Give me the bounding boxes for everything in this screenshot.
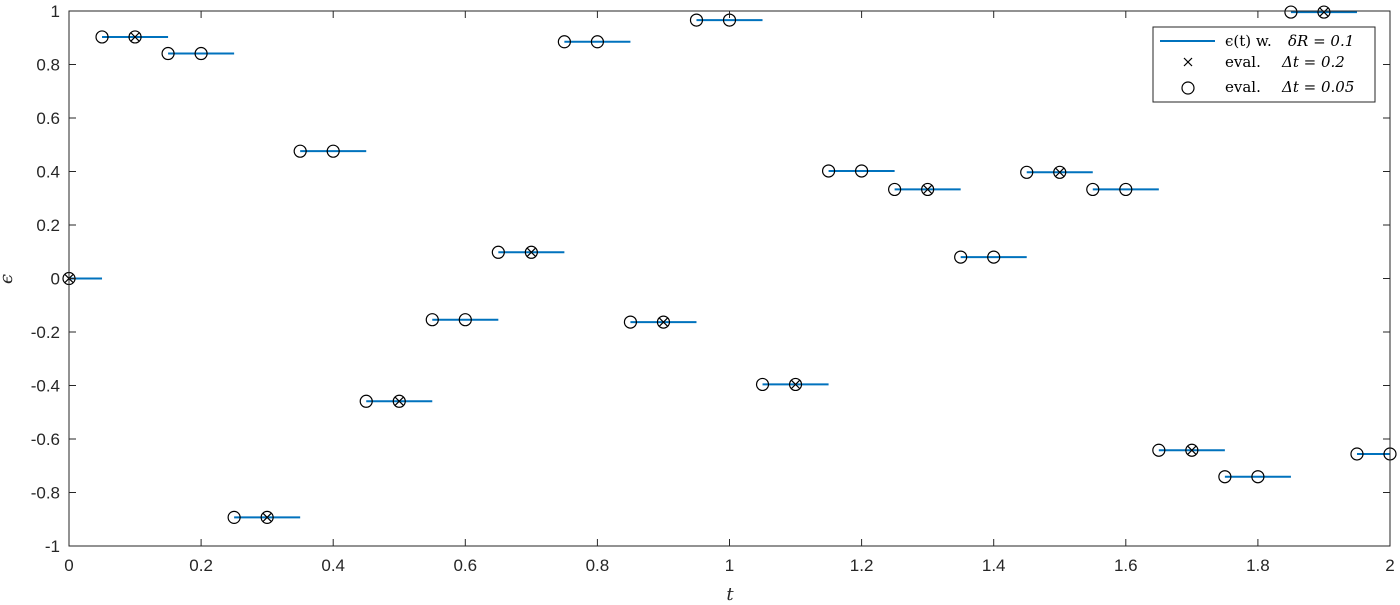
x-tick-label: 0 xyxy=(64,556,73,575)
circle-marker xyxy=(656,315,671,329)
circle-marker xyxy=(392,394,406,408)
legend-entry-2-math: Δt = 0.2 xyxy=(1281,53,1345,71)
x-marker xyxy=(526,247,536,257)
x-marker xyxy=(658,317,669,327)
circle-marker xyxy=(293,144,307,158)
circle-marker xyxy=(458,313,472,327)
y-tick-label: -0.2 xyxy=(31,323,60,342)
legend-x-marker-icon xyxy=(1183,57,1193,67)
legend-entry-2-text: eval. xyxy=(1225,53,1261,71)
x-tick-label: 2 xyxy=(1385,556,1394,575)
circle-marker xyxy=(425,313,439,327)
y-tick-label: 0.4 xyxy=(36,163,60,182)
circle-marker xyxy=(326,144,340,158)
y-tick-label: 0.6 xyxy=(36,109,60,128)
circle-marker xyxy=(95,30,109,44)
y-tick-label: 0.8 xyxy=(36,56,60,75)
y-tick-label: -1 xyxy=(45,537,60,556)
x-tick-label: 1.6 xyxy=(1114,556,1138,575)
y-tick-label: -0.8 xyxy=(31,484,60,503)
legend-circle-marker-icon xyxy=(1181,81,1195,95)
circle-marker xyxy=(1185,443,1199,457)
circle-marker xyxy=(128,30,142,44)
y-axis-ticks: 1 0.8 0.6 0.4 0.2 0 -0.2 -0.4 -0.6 -0.8 -1 xyxy=(31,2,1390,556)
y-tick-label: -0.6 xyxy=(31,430,60,449)
y-tick-label: 1 xyxy=(51,2,60,21)
x-axis-label: t xyxy=(726,584,734,605)
x-marker xyxy=(1187,445,1197,455)
circle-marker xyxy=(1086,182,1100,197)
x-tick-label: 0.4 xyxy=(321,556,345,575)
circle-marker xyxy=(557,35,571,49)
circle-marker xyxy=(1020,165,1034,179)
circle-marker xyxy=(854,164,869,178)
x-marker xyxy=(394,396,404,406)
legend-entry-3-text: eval. xyxy=(1225,78,1261,96)
x-marker xyxy=(1055,167,1065,177)
x-axis-ticks: 0 0.2 0.4 0.6 0.8 1 1.2 1.4 1.6 1.8 2 xyxy=(64,11,1395,575)
circle-marker xyxy=(260,510,274,524)
circle-marker xyxy=(921,182,935,197)
circle-marker xyxy=(1251,470,1265,484)
x-tick-label: 1.8 xyxy=(1246,556,1270,575)
circle-marker xyxy=(954,250,968,264)
y-axis-label: ϵ xyxy=(0,274,17,284)
circle-marker xyxy=(821,164,836,178)
circle-marker xyxy=(227,510,241,524)
circle-marker xyxy=(1218,470,1232,484)
circle-marker xyxy=(194,46,208,61)
circle-marker xyxy=(623,315,638,329)
circle-marker xyxy=(161,46,175,61)
x-tick-label: 1.4 xyxy=(982,556,1006,575)
x-tick-label: 1.2 xyxy=(850,556,874,575)
y-tick-label: -0.4 xyxy=(31,377,60,396)
circle-marker xyxy=(1350,447,1364,461)
legend: ϵ(t) w. δR = 0.1 eval. Δt = 0.2 eval. Δt… xyxy=(1152,26,1376,103)
circle-marker xyxy=(1053,165,1067,179)
circle-marker xyxy=(491,245,505,259)
x-marker xyxy=(1319,7,1329,17)
x-tick-label: 0.8 xyxy=(586,556,610,575)
circle-marker xyxy=(689,13,704,27)
circle-marker xyxy=(1152,443,1166,457)
circle-marker xyxy=(524,245,538,259)
x-marker xyxy=(130,32,140,42)
x-tick-label: 0.2 xyxy=(189,556,213,575)
circle-marker xyxy=(788,377,803,392)
legend-entry-1-math: δR = 0.1 xyxy=(1288,32,1354,50)
legend-entry-1-text: ϵ(t) w. xyxy=(1225,32,1272,50)
circle-marker xyxy=(755,377,770,392)
x-marker xyxy=(923,184,933,195)
x-marker xyxy=(790,379,801,390)
circle-marker xyxy=(1119,182,1133,197)
circle-marker xyxy=(359,394,373,408)
circle-marker xyxy=(1317,5,1331,19)
circle-marker xyxy=(987,250,1001,264)
legend-entry-3-math: Δt = 0.05 xyxy=(1281,78,1354,96)
y-tick-label: 0.2 xyxy=(36,216,60,235)
y-tick-label: 0 xyxy=(51,270,60,289)
x-tick-label: 1 xyxy=(725,556,734,575)
circle-marker xyxy=(888,182,902,197)
x-marker xyxy=(262,512,272,523)
circle-marker xyxy=(1284,5,1298,19)
x-tick-label: 0.6 xyxy=(453,556,477,575)
circle-marker xyxy=(590,35,605,49)
